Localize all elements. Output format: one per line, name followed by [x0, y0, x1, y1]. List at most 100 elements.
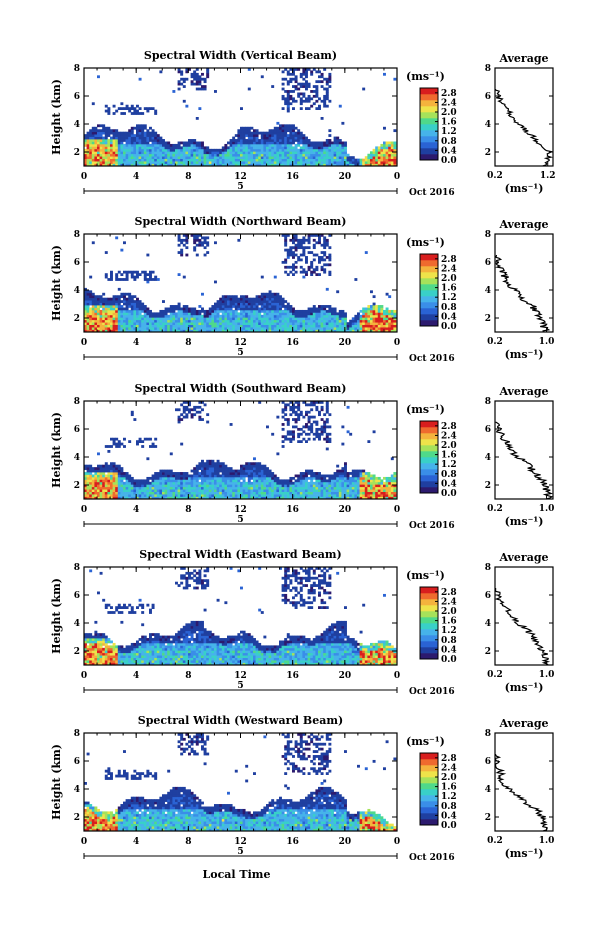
heatmap-cell — [323, 413, 327, 417]
heatmap-cell — [214, 161, 217, 164]
heatmap-cell — [91, 295, 95, 299]
heatmap-cell — [276, 481, 280, 485]
heatmap-cell — [383, 143, 386, 147]
heatmap-cell — [268, 329, 272, 333]
heatmap-cell — [159, 472, 163, 475]
heatmap-cell — [117, 322, 121, 325]
heatmap-cell — [86, 139, 90, 142]
heatmap-cell — [263, 327, 267, 330]
heatmap-cell — [323, 236, 327, 240]
heatmap-cell — [305, 474, 308, 478]
heatmap-cell — [310, 329, 314, 333]
heatmap-cell — [97, 139, 100, 142]
heatmap-cell — [367, 324, 371, 328]
heatmap-cell — [143, 134, 147, 137]
heatmap-cell — [97, 494, 100, 497]
heatmap-cell — [177, 327, 181, 330]
heatmap-cell — [305, 410, 308, 414]
x-tick-label: 4 — [133, 338, 139, 348]
heatmap-cell — [253, 161, 256, 164]
heatmap-cell — [253, 143, 256, 147]
heatmap-cell — [84, 494, 87, 497]
heatmap-cell — [286, 418, 290, 421]
heatmap-cell — [240, 327, 243, 330]
heatmap-cell — [253, 319, 256, 323]
heatmap-cell — [107, 479, 111, 483]
heatmap-cell — [112, 464, 116, 468]
heatmap-cell — [125, 151, 129, 155]
heatmap-cell — [159, 476, 163, 480]
heatmap-cell — [320, 234, 324, 237]
heatmap-cell — [266, 481, 269, 485]
heatmap-cell — [94, 139, 98, 142]
heatmap-cell — [227, 479, 230, 483]
heatmap-cell — [250, 327, 254, 330]
heatmap-cell — [117, 148, 121, 152]
heatmap-cell — [151, 278, 155, 281]
heatmap-cell — [115, 489, 119, 492]
heatmap-cell — [185, 312, 189, 316]
heatmap-cell — [367, 322, 371, 325]
heatmap-cell — [130, 126, 134, 130]
heatmap-cell — [91, 241, 95, 245]
heatmap-cell — [266, 300, 269, 303]
heatmap-cell — [312, 246, 316, 250]
heatmap-cell — [294, 327, 298, 330]
heatmap-cell — [258, 317, 262, 321]
heatmap-cell — [250, 467, 254, 470]
heatmap-cell — [115, 302, 119, 306]
heatmap-cell — [94, 469, 98, 473]
heatmap-cell — [331, 479, 334, 483]
heatmap-cell — [149, 327, 152, 330]
heatmap-cell — [203, 312, 207, 316]
heatmap-cell — [117, 131, 121, 135]
heatmap-cell — [143, 329, 147, 333]
heatmap-cell — [190, 234, 194, 237]
heatmap-cell — [250, 464, 254, 468]
heatmap-cell — [203, 327, 207, 330]
heatmap-cell — [167, 496, 171, 500]
heatmap-cell — [289, 136, 293, 140]
heatmap-cell — [130, 139, 134, 142]
heatmap-cell — [276, 476, 280, 480]
heatmap-cell — [177, 87, 181, 91]
heatmap-cell — [219, 467, 223, 470]
heatmap-cell — [206, 236, 210, 240]
heatmap-cell — [286, 322, 290, 325]
heatmap-cell — [193, 238, 197, 242]
heatmap-cell — [169, 148, 173, 152]
heatmap-cell — [299, 99, 303, 103]
heatmap-cell — [102, 496, 106, 500]
heatmap-cell — [133, 309, 137, 313]
heatmap-cell — [94, 307, 98, 311]
heatmap-cell — [136, 312, 139, 316]
heatmap-cell — [336, 153, 340, 157]
heatmap-cell — [242, 134, 246, 137]
heatmap-cell — [263, 158, 267, 162]
heatmap-cell — [266, 484, 269, 488]
heatmap-cell — [305, 403, 308, 407]
heatmap-cell — [115, 486, 119, 490]
heatmap-cell — [107, 450, 111, 453]
heatmap-cell — [250, 143, 254, 147]
heatmap-cell — [240, 307, 243, 311]
heatmap-cell — [250, 496, 254, 500]
heatmap-cell — [258, 464, 262, 468]
heatmap-cell — [292, 131, 295, 135]
colorbar-unit: (ms⁻¹) — [406, 70, 445, 83]
heatmap-cell — [136, 143, 139, 147]
heatmap-cell — [299, 476, 303, 480]
heatmap-cell — [146, 496, 150, 500]
heatmap-cell — [211, 163, 215, 167]
heatmap-cell — [289, 484, 293, 488]
heatmap-cell — [206, 241, 210, 245]
heatmap-cell — [328, 163, 332, 167]
colorbar-swatch — [420, 278, 438, 285]
heatmap-cell — [107, 489, 111, 492]
heatmap-cell — [224, 148, 228, 152]
heatmap-cell — [133, 112, 137, 115]
y-tick-label: 6 — [74, 258, 80, 268]
heatmap-cell — [203, 148, 207, 152]
heatmap-cell — [188, 329, 191, 333]
